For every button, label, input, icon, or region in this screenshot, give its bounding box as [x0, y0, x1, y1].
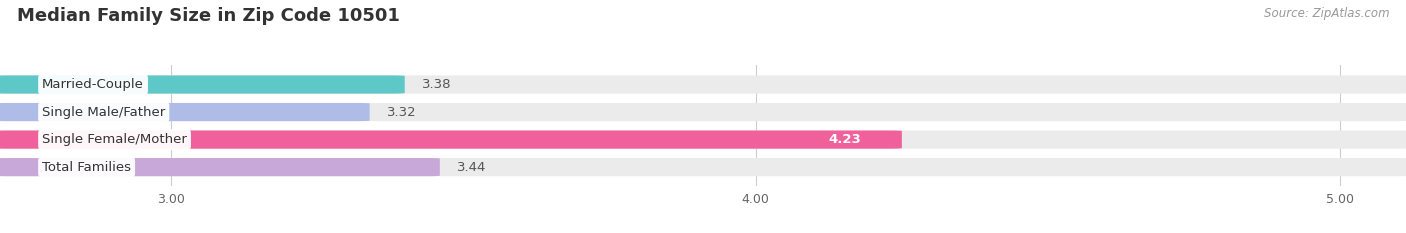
Text: 3.38: 3.38 — [422, 78, 451, 91]
FancyBboxPatch shape — [0, 158, 1406, 176]
FancyBboxPatch shape — [0, 75, 405, 94]
Text: Median Family Size in Zip Code 10501: Median Family Size in Zip Code 10501 — [17, 7, 399, 25]
Text: Total Families: Total Families — [42, 161, 131, 174]
Text: 3.32: 3.32 — [387, 106, 416, 119]
FancyBboxPatch shape — [0, 103, 1406, 121]
Text: Single Female/Mother: Single Female/Mother — [42, 133, 187, 146]
FancyBboxPatch shape — [0, 75, 1406, 94]
Text: Source: ZipAtlas.com: Source: ZipAtlas.com — [1264, 7, 1389, 20]
FancyBboxPatch shape — [0, 158, 440, 176]
FancyBboxPatch shape — [0, 103, 370, 121]
FancyBboxPatch shape — [0, 130, 901, 149]
Text: 4.23: 4.23 — [828, 133, 860, 146]
FancyBboxPatch shape — [0, 130, 1406, 149]
Text: Single Male/Father: Single Male/Father — [42, 106, 166, 119]
Text: 3.44: 3.44 — [457, 161, 486, 174]
Text: Married-Couple: Married-Couple — [42, 78, 143, 91]
